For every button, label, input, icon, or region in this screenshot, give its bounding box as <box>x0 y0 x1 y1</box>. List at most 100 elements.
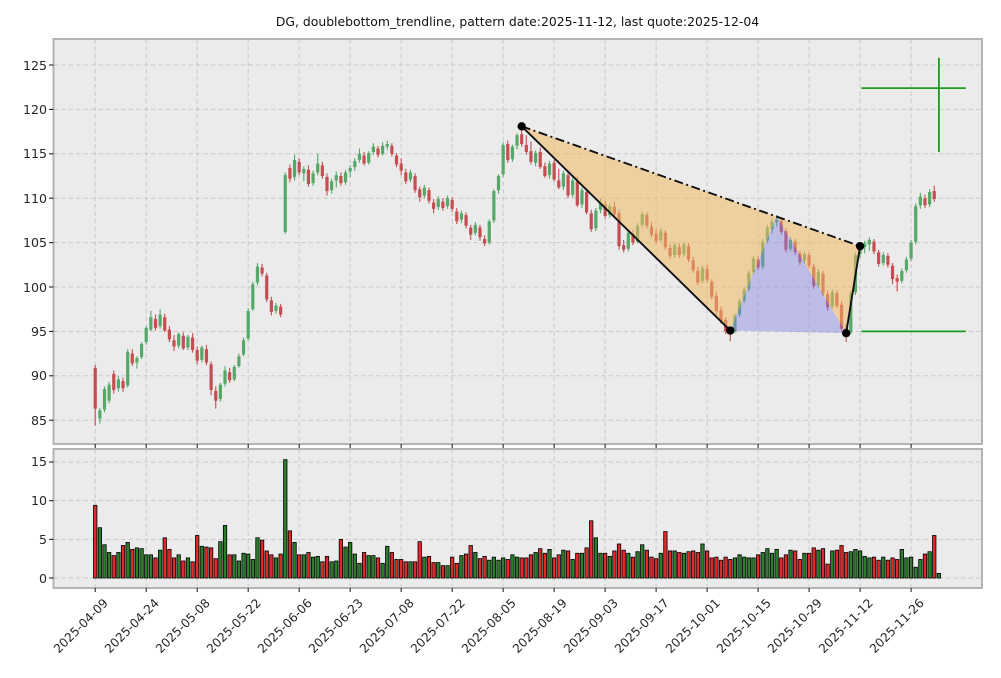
candle <box>116 375 120 392</box>
candle <box>237 353 241 368</box>
volume-bar <box>714 556 719 579</box>
candle <box>450 197 454 212</box>
volume-panel-border <box>52 448 983 589</box>
candle <box>311 170 315 186</box>
candle <box>557 168 561 190</box>
volume-bar <box>895 559 900 579</box>
volume-bar <box>524 557 529 579</box>
candle <box>283 172 287 234</box>
candle <box>459 210 464 224</box>
price-panel-border <box>52 38 983 445</box>
candle <box>404 168 408 184</box>
volume-bar <box>93 504 98 579</box>
candle <box>436 196 440 210</box>
candle <box>265 272 269 303</box>
volume-bar <box>445 565 450 579</box>
volume-bar <box>343 546 348 579</box>
candle <box>255 263 260 286</box>
volume-bar <box>361 552 367 579</box>
volume-bar <box>477 558 483 579</box>
volume-bar-partial <box>936 572 941 579</box>
volume-bar <box>255 537 260 579</box>
volume-bar <box>463 553 469 579</box>
volume-bar <box>306 552 311 579</box>
candle <box>274 302 278 314</box>
volume-bar <box>640 544 645 579</box>
volume-bar <box>417 541 422 579</box>
volume-bar <box>899 549 904 579</box>
candle <box>288 164 292 183</box>
volume-bar <box>867 557 872 579</box>
volume-bar <box>783 554 789 579</box>
volume-bar <box>765 548 770 579</box>
candle <box>909 239 913 262</box>
candle <box>302 166 306 182</box>
volume-bar <box>728 559 733 579</box>
candle <box>413 173 417 193</box>
y-tick-label: 125 <box>22 57 47 73</box>
volume-bar <box>259 539 265 579</box>
candle <box>343 169 348 185</box>
volume-y-tick-label: 0 <box>38 570 47 586</box>
volume-bar <box>705 550 710 579</box>
candle <box>432 199 436 214</box>
candle <box>900 268 904 284</box>
volume-bar <box>412 561 418 579</box>
volume-bar <box>269 554 274 579</box>
candle <box>501 142 505 177</box>
volume-bar <box>932 535 937 579</box>
candle <box>464 212 468 229</box>
volume-bar <box>584 547 589 579</box>
volume-bar <box>769 552 775 579</box>
volume-bar <box>222 525 228 579</box>
volume-bar <box>788 549 793 579</box>
volume-bar <box>853 549 858 579</box>
y-tick-label: 120 <box>22 101 47 117</box>
volume-bar <box>473 552 478 579</box>
candle <box>348 165 352 177</box>
candle <box>589 209 593 232</box>
volume-bar <box>440 565 445 579</box>
level-lines <box>861 57 966 333</box>
volume-bar <box>570 559 575 579</box>
volume-bar <box>593 537 598 579</box>
volume-bar <box>575 552 580 579</box>
volume-bar <box>709 557 714 579</box>
volume-bar <box>816 549 821 579</box>
volume-bar <box>176 554 181 579</box>
volume-bar <box>922 553 928 579</box>
candle <box>163 313 167 333</box>
volume-bar <box>459 555 464 579</box>
volume-bar <box>654 558 659 579</box>
candle <box>566 172 570 199</box>
candle <box>362 152 366 166</box>
candle <box>223 366 227 387</box>
volume-bar <box>329 561 334 579</box>
candle <box>121 377 125 392</box>
volume-bar <box>227 554 232 579</box>
volume-bar <box>561 549 566 579</box>
volume-bar <box>533 552 538 579</box>
volume-bar <box>547 549 552 579</box>
candle <box>297 158 301 176</box>
volume-bar <box>528 554 534 579</box>
candle <box>547 160 552 179</box>
candle <box>139 342 144 359</box>
volume-bar <box>565 550 571 579</box>
volume-bar <box>102 544 107 579</box>
candle <box>881 252 885 266</box>
candle <box>381 142 385 156</box>
candle <box>594 207 598 232</box>
candle <box>895 274 899 292</box>
candle <box>394 152 399 168</box>
candle <box>93 365 97 426</box>
candle <box>320 161 324 179</box>
candle <box>330 178 334 194</box>
volume-bar <box>857 550 863 579</box>
volume-bar <box>834 549 840 579</box>
volume-bar <box>890 557 895 579</box>
candle <box>153 314 158 331</box>
candle <box>357 148 362 163</box>
candle <box>469 224 473 240</box>
volume-bar <box>802 552 807 579</box>
